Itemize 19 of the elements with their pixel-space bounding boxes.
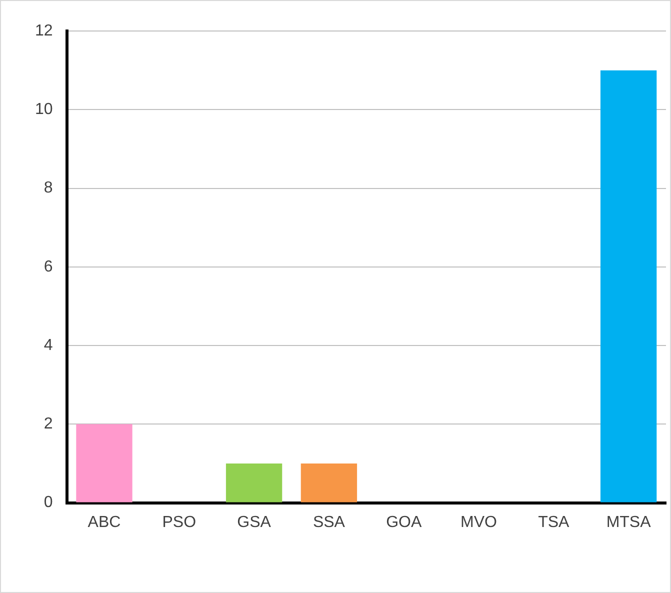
- x-tick-label: GSA: [237, 514, 272, 531]
- y-tick-label: 8: [44, 180, 53, 197]
- x-tick-label: MVO: [460, 514, 497, 531]
- y-tick-label: 0: [44, 494, 53, 512]
- x-tick-label: PSO: [162, 514, 196, 531]
- y-tick-label: 2: [44, 416, 53, 433]
- bar: [226, 463, 282, 502]
- y-tick-label: 6: [44, 258, 53, 276]
- x-tick-label: ABC: [88, 514, 121, 531]
- bar: [600, 70, 657, 502]
- bar: [300, 463, 358, 502]
- x-tick-label: GOA: [386, 514, 422, 531]
- x-tick-label: SSA: [312, 514, 346, 531]
- y-tick-label: 12: [35, 22, 53, 40]
- y-tick-label: 4: [44, 336, 53, 354]
- x-tick-label: TSA: [538, 514, 570, 531]
- bar: [76, 424, 132, 502]
- x-tick-label: MTSA: [606, 514, 652, 531]
- y-tick-label: 10: [35, 101, 53, 118]
